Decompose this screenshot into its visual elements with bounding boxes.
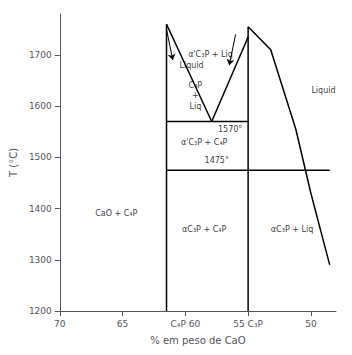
- svg-text:α'C₃P + C₄P: α'C₃P + C₄P: [181, 138, 228, 147]
- svg-text:CaO + C₄P: CaO + C₄P: [95, 209, 137, 218]
- svg-text:T (°C): T (°C): [8, 148, 19, 178]
- svg-text:Liq: Liq: [190, 102, 202, 111]
- svg-text:70: 70: [54, 319, 66, 329]
- svg-text:αC₃P + Liq: αC₃P + Liq: [271, 225, 313, 234]
- svg-text:1570°: 1570°: [218, 125, 242, 134]
- svg-text:1700: 1700: [29, 50, 52, 60]
- svg-text:50: 50: [305, 319, 317, 329]
- svg-text:1600: 1600: [29, 101, 52, 111]
- svg-text:1200: 1200: [29, 306, 52, 316]
- svg-text:55 C₃P: 55 C₃P: [233, 319, 263, 329]
- svg-text:Liquid: Liquid: [180, 61, 204, 70]
- svg-text:1300: 1300: [29, 255, 52, 265]
- svg-text:1400: 1400: [29, 204, 52, 214]
- svg-text:α'C₃P + Liq: α'C₃P + Liq: [188, 50, 233, 59]
- svg-text:% em peso de CaO: % em peso de CaO: [150, 335, 246, 346]
- svg-text:1500: 1500: [29, 152, 52, 162]
- svg-text:C₄P: C₄P: [188, 81, 203, 91]
- svg-text:C₄P 60: C₄P 60: [171, 319, 201, 329]
- svg-text:65: 65: [117, 319, 128, 329]
- svg-text:Liquid: Liquid: [311, 86, 335, 95]
- svg-text:αC₃P + C₄P: αC₃P + C₄P: [182, 225, 226, 234]
- svg-text:1475°: 1475°: [205, 156, 229, 165]
